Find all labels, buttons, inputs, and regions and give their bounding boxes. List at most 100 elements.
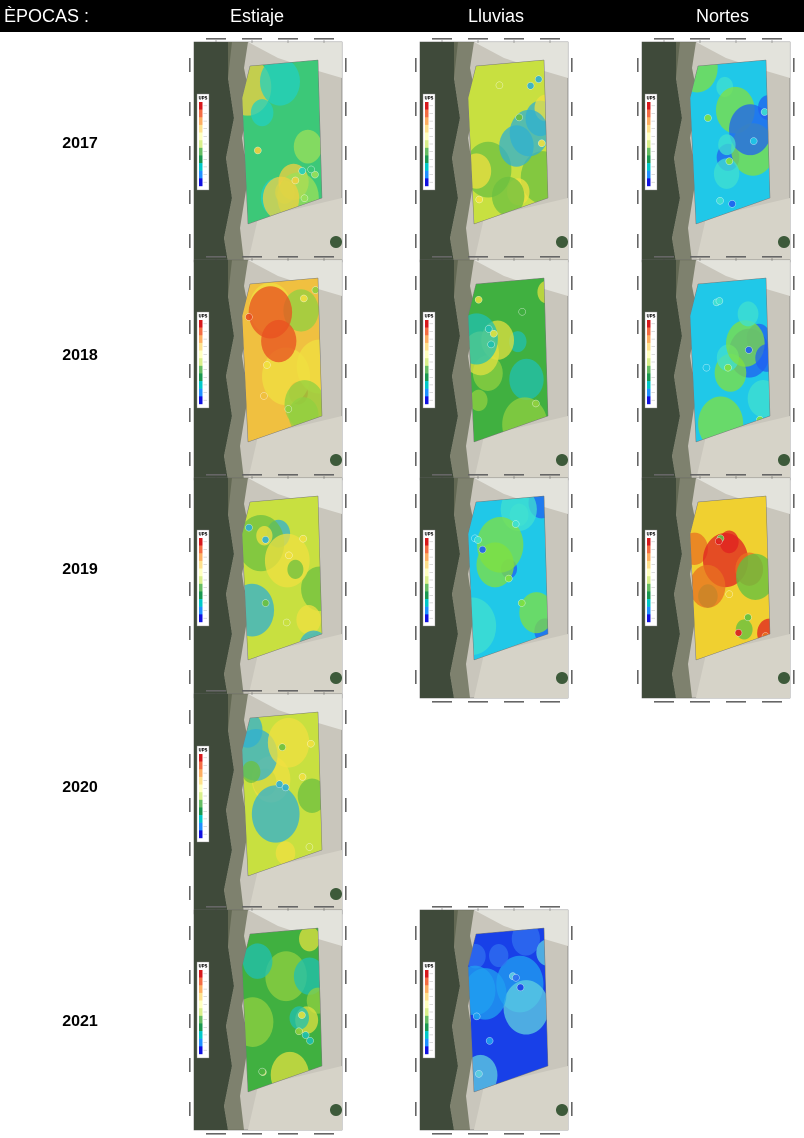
survey-boundary [241, 711, 323, 877]
legend-title: UPS [425, 96, 434, 101]
coordinate-label-mark [762, 38, 782, 40]
legend-title: UPS [425, 532, 434, 537]
year-label-2020: 2020 [62, 779, 98, 796]
sampling-point [282, 618, 291, 627]
coordinate-label-mark [793, 494, 795, 508]
sampling-point [245, 313, 253, 321]
legend-swatch [199, 985, 203, 994]
legend-swatch [425, 388, 429, 397]
legend-swatch [199, 163, 203, 171]
contour-blob [242, 712, 263, 748]
legend-swatch [199, 1038, 203, 1047]
legend-swatch [425, 163, 429, 171]
legend-swatch [199, 365, 203, 374]
legend-swatch [199, 977, 203, 986]
coordinate-label-mark [637, 452, 639, 466]
legend-box [422, 529, 436, 627]
legend-box [196, 311, 210, 409]
sampling-point [254, 146, 262, 155]
contour-blob [301, 566, 322, 612]
coordinate-label-mark [793, 538, 795, 552]
sampling-point [298, 167, 306, 175]
legend-swatch [425, 147, 429, 156]
legend-swatch [199, 830, 203, 839]
legend-swatch [199, 155, 203, 164]
shallow-water [474, 1066, 568, 1130]
year-label-2019: 2019 [62, 561, 98, 578]
coordinate-label-mark [345, 886, 347, 900]
contour-blob [297, 778, 322, 813]
legend-swatch [425, 320, 429, 328]
coordinate-label-mark [432, 474, 452, 476]
coordinate-label-mark [345, 1102, 347, 1116]
coordinate-label-mark [540, 256, 560, 258]
legend-swatch [425, 327, 429, 336]
coordinate-label-mark [415, 102, 417, 116]
legend-swatch [425, 124, 429, 133]
coordinate-label-mark [278, 474, 298, 476]
column-header-estiaje: Estiaje [230, 6, 285, 26]
coordinate-label-mark [793, 276, 795, 290]
coordinate-label-mark [637, 494, 639, 508]
coordinate-label-mark [504, 701, 524, 703]
legend-swatch [199, 614, 203, 623]
islet [330, 888, 342, 900]
islet [778, 672, 790, 684]
legend-swatch [199, 170, 203, 179]
legend-swatch [647, 606, 651, 615]
legend-swatch [199, 799, 203, 808]
sampling-point [258, 1067, 266, 1076]
sampling-point [261, 599, 270, 607]
coordinate-label-mark [189, 842, 191, 856]
sampling-point [298, 1011, 306, 1019]
coordinate-label-mark [415, 926, 417, 940]
shallow-water [696, 634, 790, 698]
sampling-point [725, 590, 733, 598]
coordinate-label-mark [637, 538, 639, 552]
legend-swatch [199, 320, 203, 328]
sampling-point [516, 983, 525, 992]
coordinate-label-mark [345, 1014, 347, 1028]
legend-swatch [647, 381, 651, 389]
coordinate-label-mark [793, 190, 795, 204]
contour-blob [306, 987, 322, 1014]
coordinate-label-mark [206, 256, 226, 258]
contour-blob [690, 532, 708, 566]
coordinate-label-mark [189, 582, 191, 596]
sampling-point [311, 286, 320, 294]
legend-swatch [425, 553, 429, 562]
coordinate-label-mark [637, 670, 639, 684]
sampling-point [485, 325, 493, 333]
legend-swatch [199, 769, 203, 778]
coordinate-label-mark [504, 256, 524, 258]
coordinate-label-mark [206, 906, 226, 908]
contour-blob [729, 104, 770, 156]
coordinate-label-mark [242, 474, 262, 476]
contour-blob [476, 516, 524, 573]
contour-blob [755, 344, 770, 372]
coordinate-label-mark [571, 234, 573, 248]
coordinate-label-mark [571, 408, 573, 422]
legend-box [196, 529, 210, 627]
legend-swatch [199, 815, 203, 823]
sampling-point [295, 1027, 303, 1036]
coordinate-label-mark [793, 452, 795, 466]
color-legend: UPS [196, 93, 210, 191]
legend-title: UPS [199, 314, 208, 319]
legend-swatch [425, 132, 429, 141]
interpolation-surface [468, 60, 548, 224]
coordinate-label-mark [345, 670, 347, 684]
contour-blob [267, 717, 310, 768]
legend-box [644, 311, 658, 409]
legend-swatch [199, 388, 203, 397]
coordinate-label-mark [468, 701, 488, 703]
sampling-point [728, 200, 736, 208]
coordinate-label-mark [242, 256, 262, 258]
coordinate-label-mark [278, 690, 298, 692]
legend-swatch [425, 576, 429, 585]
color-legend: UPS [422, 93, 436, 191]
legend-swatch [199, 970, 203, 978]
legend-swatch [647, 560, 651, 569]
coordinate-label-mark [637, 364, 639, 378]
legend-swatch [425, 358, 429, 367]
